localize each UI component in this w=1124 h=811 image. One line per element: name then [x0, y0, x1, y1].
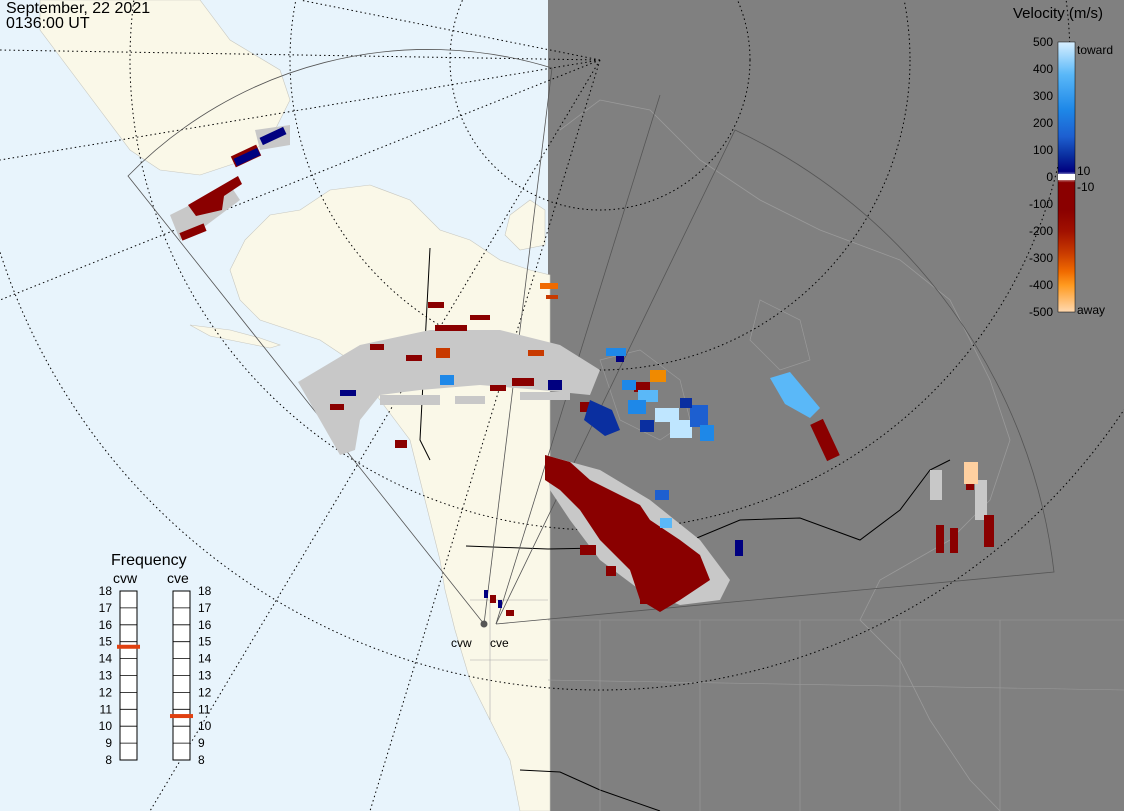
frequency-scale-label: 12 — [198, 685, 212, 699]
political-borders — [419, 247, 1124, 811]
velocity-tick-label: -100 — [1029, 197, 1053, 211]
frequency-scale-label: 17 — [198, 601, 212, 615]
frequency-scale-label: 11 — [100, 702, 113, 716]
chukotka-land — [39, 0, 291, 176]
radar-site-cve-label: cve — [490, 636, 509, 650]
velocity-tick-label: 200 — [1033, 116, 1053, 130]
velocity-scale-title: Velocity (m/s) — [1013, 5, 1104, 22]
radar-site-cvw-label: cvw — [451, 636, 472, 650]
velocity-tick-label: -400 — [1029, 278, 1053, 292]
time-label: 0136:00 UT — [6, 15, 90, 32]
frequency-scale-label: 10 — [99, 719, 113, 733]
frequency-scale-label: 15 — [198, 635, 212, 649]
frequency-scale-label: 16 — [198, 618, 212, 632]
velocity-tick-label: 400 — [1033, 62, 1053, 76]
frequency-scale-label: 14 — [198, 652, 212, 666]
frequency-scale-label: 12 — [99, 685, 113, 699]
frequency-scale-label: 13 — [99, 669, 113, 683]
velocity-tick-label: 500 — [1033, 35, 1053, 49]
frequency-radar-name: cvw — [113, 570, 138, 586]
velocity-tick-label: 100 — [1033, 143, 1053, 157]
frequency-scale-label: 17 — [99, 601, 113, 615]
velocity-side-label: -10 — [1077, 180, 1095, 194]
frequency-scale-label: 8 — [198, 753, 205, 767]
velocity-tick-label: 300 — [1033, 89, 1053, 103]
velocity-away-cells — [179, 144, 994, 616]
arctic-island — [504, 199, 546, 251]
velocity-away-strong-cells — [436, 283, 978, 484]
velocity-tick-label: 0 — [1046, 170, 1053, 184]
velocity-side-label: toward — [1077, 43, 1113, 57]
landmass-day — [39, 0, 551, 811]
frequency-scale-label: 18 — [198, 584, 212, 598]
velocity-zero-band — [1058, 174, 1075, 180]
frequency-scale-label: 15 — [99, 635, 113, 649]
date-label: September, 22 2021 — [6, 0, 151, 17]
frequency-scale-label: 16 — [99, 618, 113, 632]
frequency-scale-label: 9 — [198, 736, 205, 750]
frequency-panel: cvw18171615141312111098cve18171615141312… — [99, 570, 212, 767]
radar-site-marker[interactable] — [480, 620, 488, 628]
velocity-side-label: 10 — [1077, 164, 1091, 178]
velocity-tick-label: -300 — [1029, 251, 1053, 265]
frequency-scale-label: 8 — [105, 753, 112, 767]
frequency-scale-label: 10 — [198, 719, 212, 733]
velocity-tick-label: -500 — [1029, 305, 1053, 319]
frequency-title: Frequency — [111, 552, 187, 569]
frequency-radar-name: cve — [167, 570, 189, 586]
aleutian-chain — [189, 324, 281, 349]
velocity-tick-label: -200 — [1029, 224, 1053, 238]
velocity-toward-cells — [233, 126, 820, 608]
frequency-scale-label: 11 — [198, 702, 211, 716]
velocity-colorbar: 500 400 300 200 100 0 -100 -200 -300 -400 -500 towa… — [1029, 35, 1113, 319]
frequency-scale-label: 14 — [99, 652, 113, 666]
velocity-side-label: away — [1077, 303, 1105, 317]
alaska-land — [229, 184, 551, 811]
frequency-indicator — [170, 714, 193, 719]
land-night-outline — [559, 99, 1011, 811]
frequency-scale-label: 18 — [99, 584, 113, 598]
frequency-scale-label: 13 — [198, 669, 212, 683]
frequency-scale-label: 9 — [105, 736, 112, 750]
frequency-indicator — [117, 644, 140, 649]
